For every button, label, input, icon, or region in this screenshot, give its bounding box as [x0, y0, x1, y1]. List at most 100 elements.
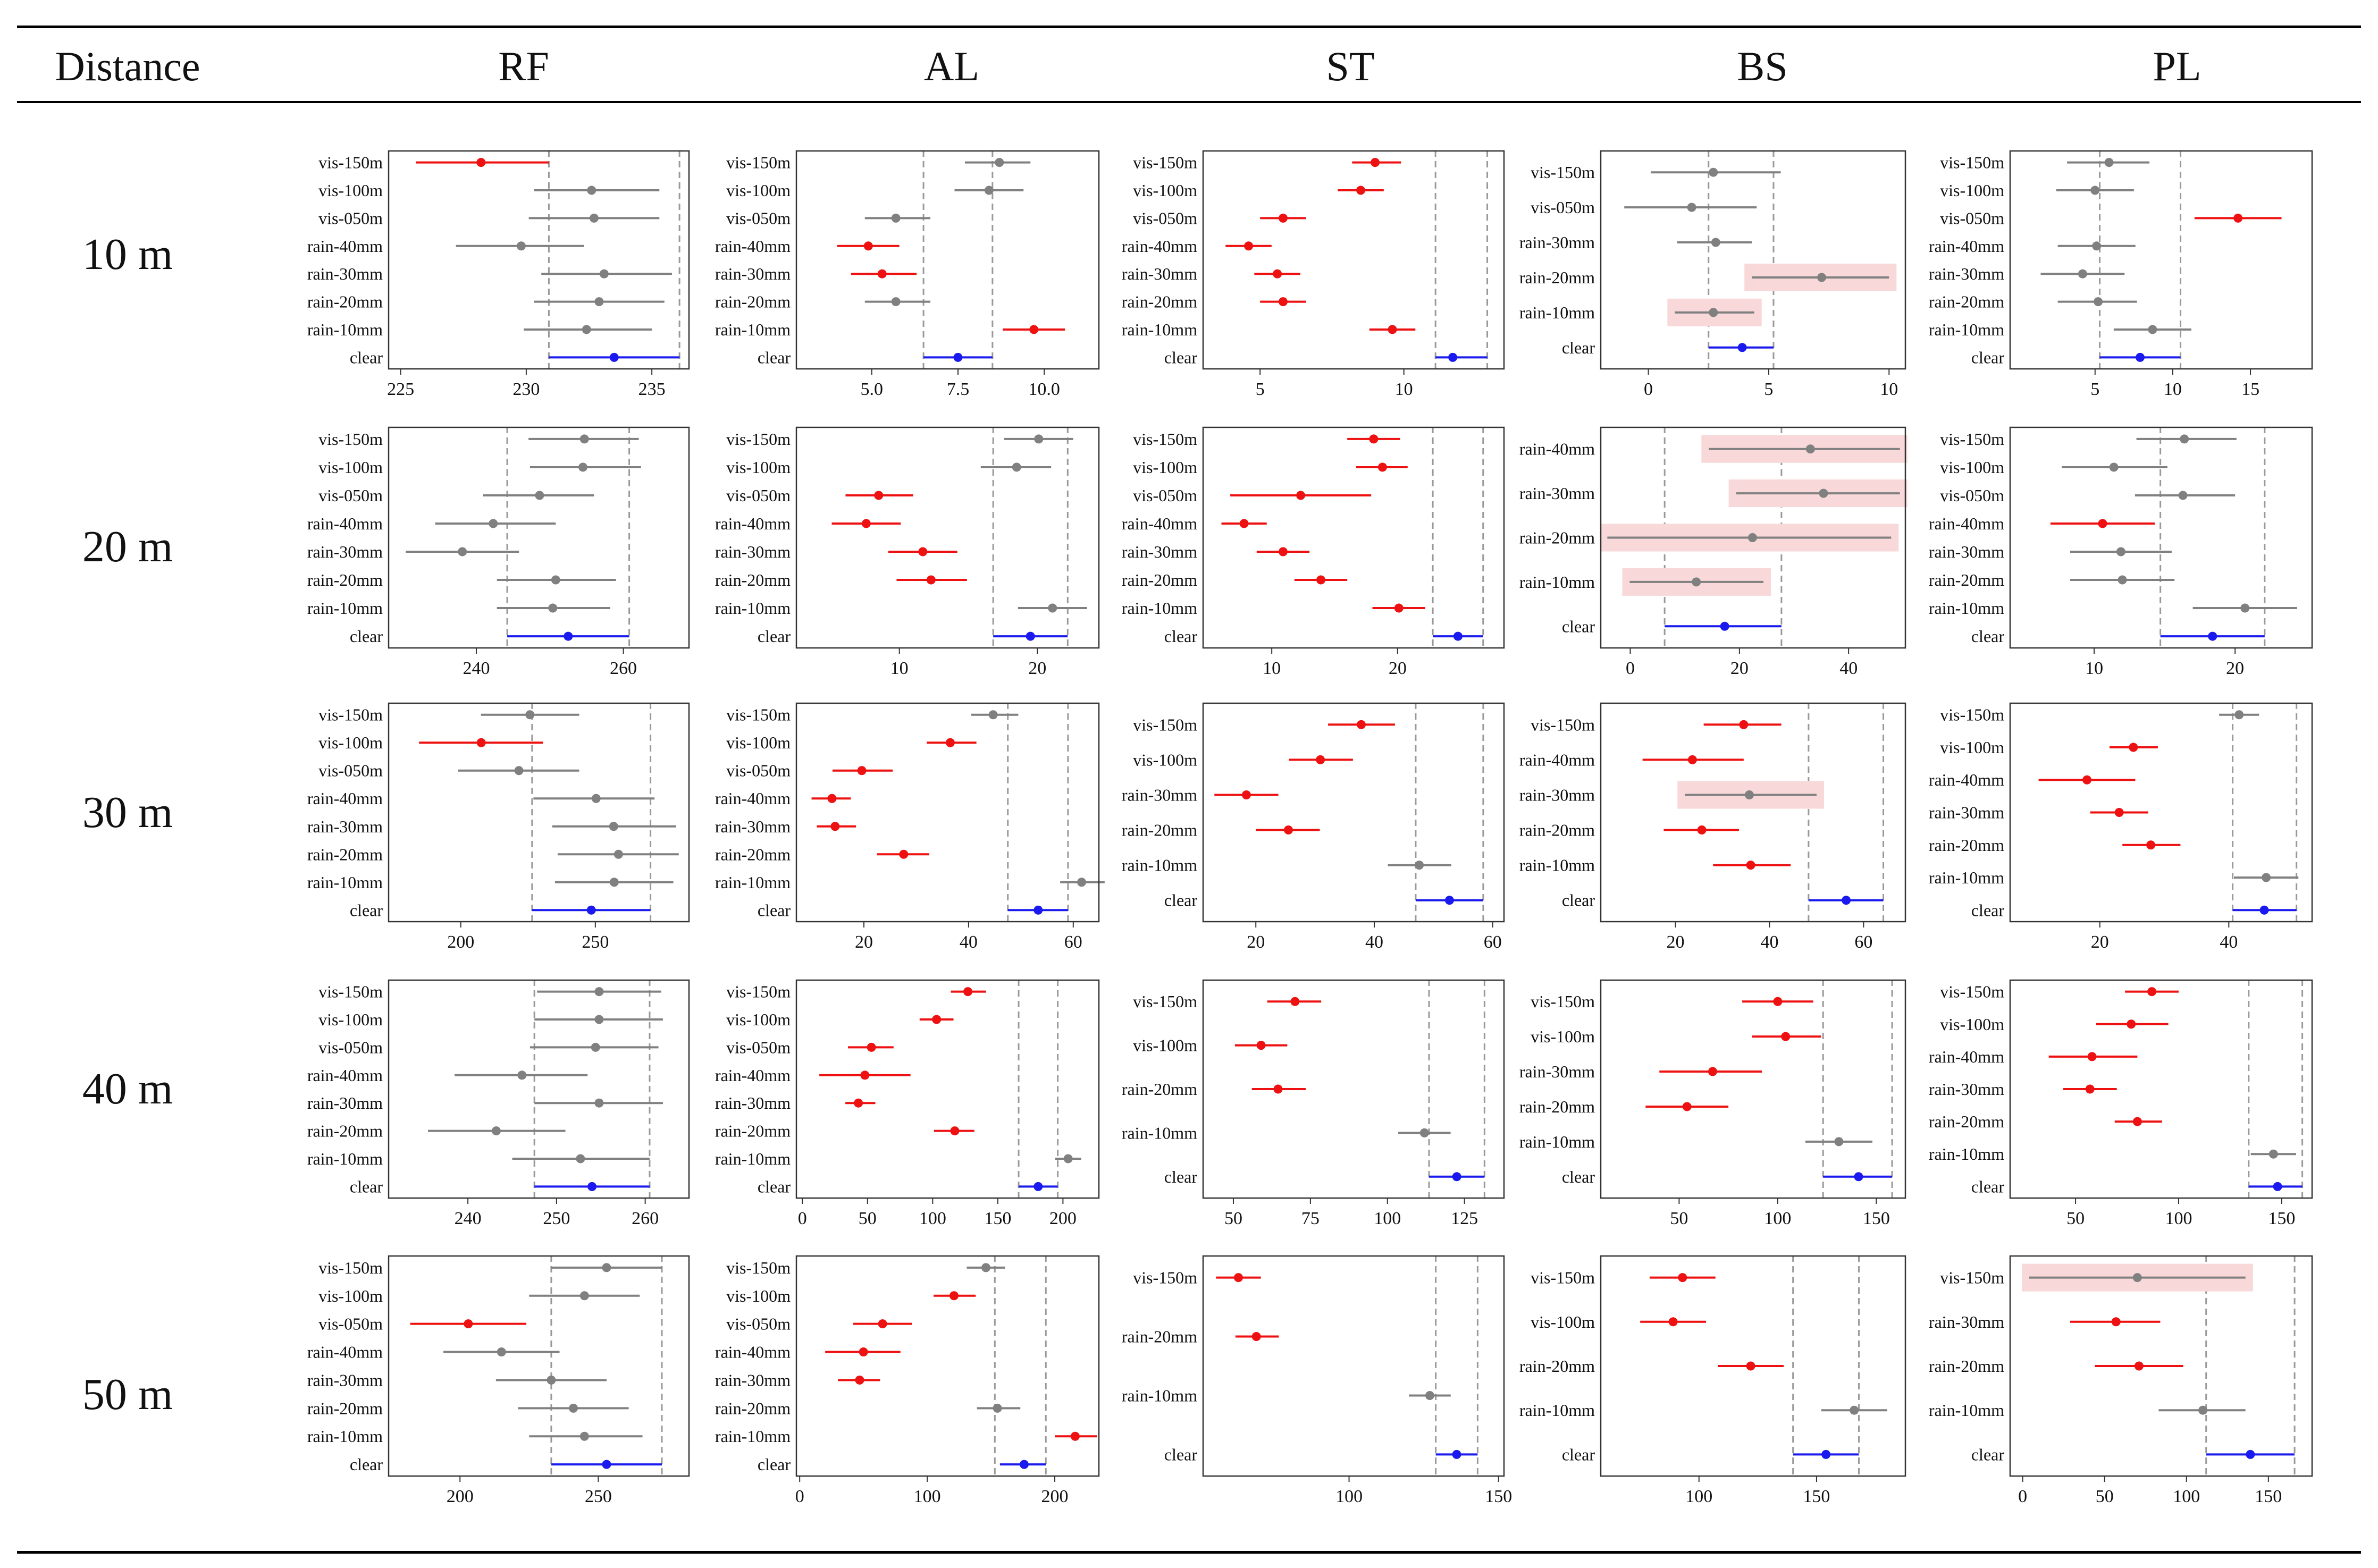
category-label: vis-150m [1133, 429, 1197, 449]
plot-frame [388, 702, 690, 923]
point-estimate [950, 1126, 960, 1136]
point-estimate [1817, 273, 1827, 282]
point-estimate [2114, 808, 2124, 817]
point-estimate [614, 849, 623, 859]
category-label: rain-20mm [1519, 268, 1595, 287]
chart-10m-al: vis-150m vis-100m vis-050m rain-40mm rain-30… [715, 150, 1100, 399]
point-estimate [1687, 203, 1696, 212]
point-estimate [1371, 158, 1380, 167]
chart-20m-bs: rain-40mm rain-30mm rain-20mm rain-10mm clea… [1519, 426, 1908, 678]
x-tick-label: 50 [2096, 1487, 2114, 1506]
category-label: vis-150m [1133, 992, 1197, 1011]
category-label: vis-150m [1940, 1268, 2004, 1287]
point-estimate [1244, 241, 1254, 251]
point-estimate [2136, 352, 2145, 362]
point-estimate [2090, 186, 2100, 195]
x-tick-label: 5 [1256, 380, 1265, 399]
category-label: vis-150m [1531, 163, 1595, 182]
point-estimate [594, 1015, 604, 1024]
category-label: vis-100m [318, 181, 383, 200]
header-bs: BS [1737, 43, 1788, 89]
point-estimate [2092, 241, 2102, 251]
point-estimate [489, 519, 498, 528]
point-estimate [1668, 1317, 1678, 1327]
point-estimate [1419, 1128, 1429, 1137]
point-estimate [2147, 987, 2157, 997]
top-rule [17, 26, 2361, 28]
plot-frame [1202, 702, 1505, 923]
point-estimate [587, 186, 596, 195]
point-estimate [1251, 1332, 1261, 1342]
category-label: vis-050m [726, 208, 791, 227]
point-estimate [525, 710, 535, 720]
point-estimate [591, 1042, 600, 1052]
point-estimate [589, 213, 599, 223]
point-estimate [1781, 1032, 1791, 1041]
point-estimate [1063, 1154, 1073, 1164]
x-tick-label: 240 [463, 659, 490, 678]
plot-frame [2009, 702, 2313, 923]
category-label: vis-150m [1940, 429, 2004, 449]
x-tick-label: 225 [387, 380, 414, 399]
point-estimate [2148, 325, 2157, 334]
x-tick-label: 100 [2165, 1209, 2192, 1228]
point-estimate [2273, 1182, 2282, 1191]
chart-50m-pl: vis-150m rain-30mm rain-20mm rain-10mm clear… [1929, 1255, 2313, 1506]
x-tick-label: 250 [585, 1487, 612, 1506]
category-label: rain-30mm [1519, 233, 1595, 252]
category-label: clear [1164, 348, 1198, 367]
point-estimate [2146, 840, 2156, 850]
point-estimate [547, 1375, 556, 1385]
point-estimate [1278, 297, 1288, 307]
x-tick-label: 50 [859, 1209, 877, 1228]
point-estimate [1821, 1449, 1831, 1459]
distance-label-10m: 10 m [82, 230, 173, 279]
point-estimate [587, 1182, 597, 1191]
chart-40m-st: vis-150m vis-100m rain-20mm rain-10mm clear 5… [1122, 979, 1505, 1228]
point-estimate [1709, 167, 1718, 177]
x-tick-label: 20 [1247, 932, 1265, 952]
point-estimate [1746, 1361, 1755, 1371]
category-label: rain-40mm [1122, 514, 1197, 533]
category-label: clear [758, 627, 791, 646]
category-label: rain-10mm [715, 873, 791, 892]
point-estimate [945, 738, 955, 747]
category-label: rain-20mm [1122, 821, 1197, 840]
point-estimate [594, 1098, 604, 1108]
point-estimate [609, 822, 618, 831]
category-label: vis-150m [318, 982, 383, 1001]
plot-frame [388, 1255, 690, 1477]
point-estimate [993, 1403, 1002, 1413]
plot-frame [388, 150, 690, 370]
chart-20m-pl: vis-150m vis-100m vis-050m rain-40mm rain-30… [1929, 426, 2313, 678]
category-label: rain-10mm [1929, 1401, 2004, 1420]
point-estimate [1834, 1137, 1844, 1147]
category-label: vis-100m [318, 458, 383, 477]
point-estimate [594, 987, 604, 997]
category-label: rain-20mm [1929, 1112, 2004, 1131]
header-st: ST [1326, 43, 1375, 89]
category-label: rain-10mm [1519, 1132, 1595, 1151]
category-label: rain-30mm [1929, 1080, 2004, 1099]
x-tick-label: 10 [1880, 380, 1898, 399]
category-label: rain-30mm [1122, 264, 1197, 283]
point-estimate [548, 603, 558, 613]
x-tick-label: 7.5 [947, 380, 970, 399]
point-estimate [1737, 343, 1747, 352]
point-estimate [1773, 997, 1783, 1006]
distance-label-20m: 20 m [82, 522, 173, 571]
category-label: rain-30mm [307, 1093, 383, 1112]
category-label: rain-20mm [1519, 528, 1595, 547]
point-estimate [1394, 603, 1404, 613]
category-label: rain-40mm [1519, 440, 1595, 459]
x-tick-label: 75 [1301, 1209, 1320, 1228]
plot-frame [2009, 1255, 2313, 1477]
category-label: rain-30mm [715, 542, 791, 561]
category-label: clear [1562, 338, 1595, 357]
point-estimate [1316, 755, 1325, 764]
point-estimate [1316, 575, 1325, 585]
chart-50m-rf: vis-150m vis-100m vis-050m rain-40mm rain-30… [307, 1255, 690, 1506]
point-estimate [1019, 1460, 1029, 1469]
category-label: rain-10mm [307, 1427, 383, 1446]
point-estimate [1842, 896, 1851, 905]
